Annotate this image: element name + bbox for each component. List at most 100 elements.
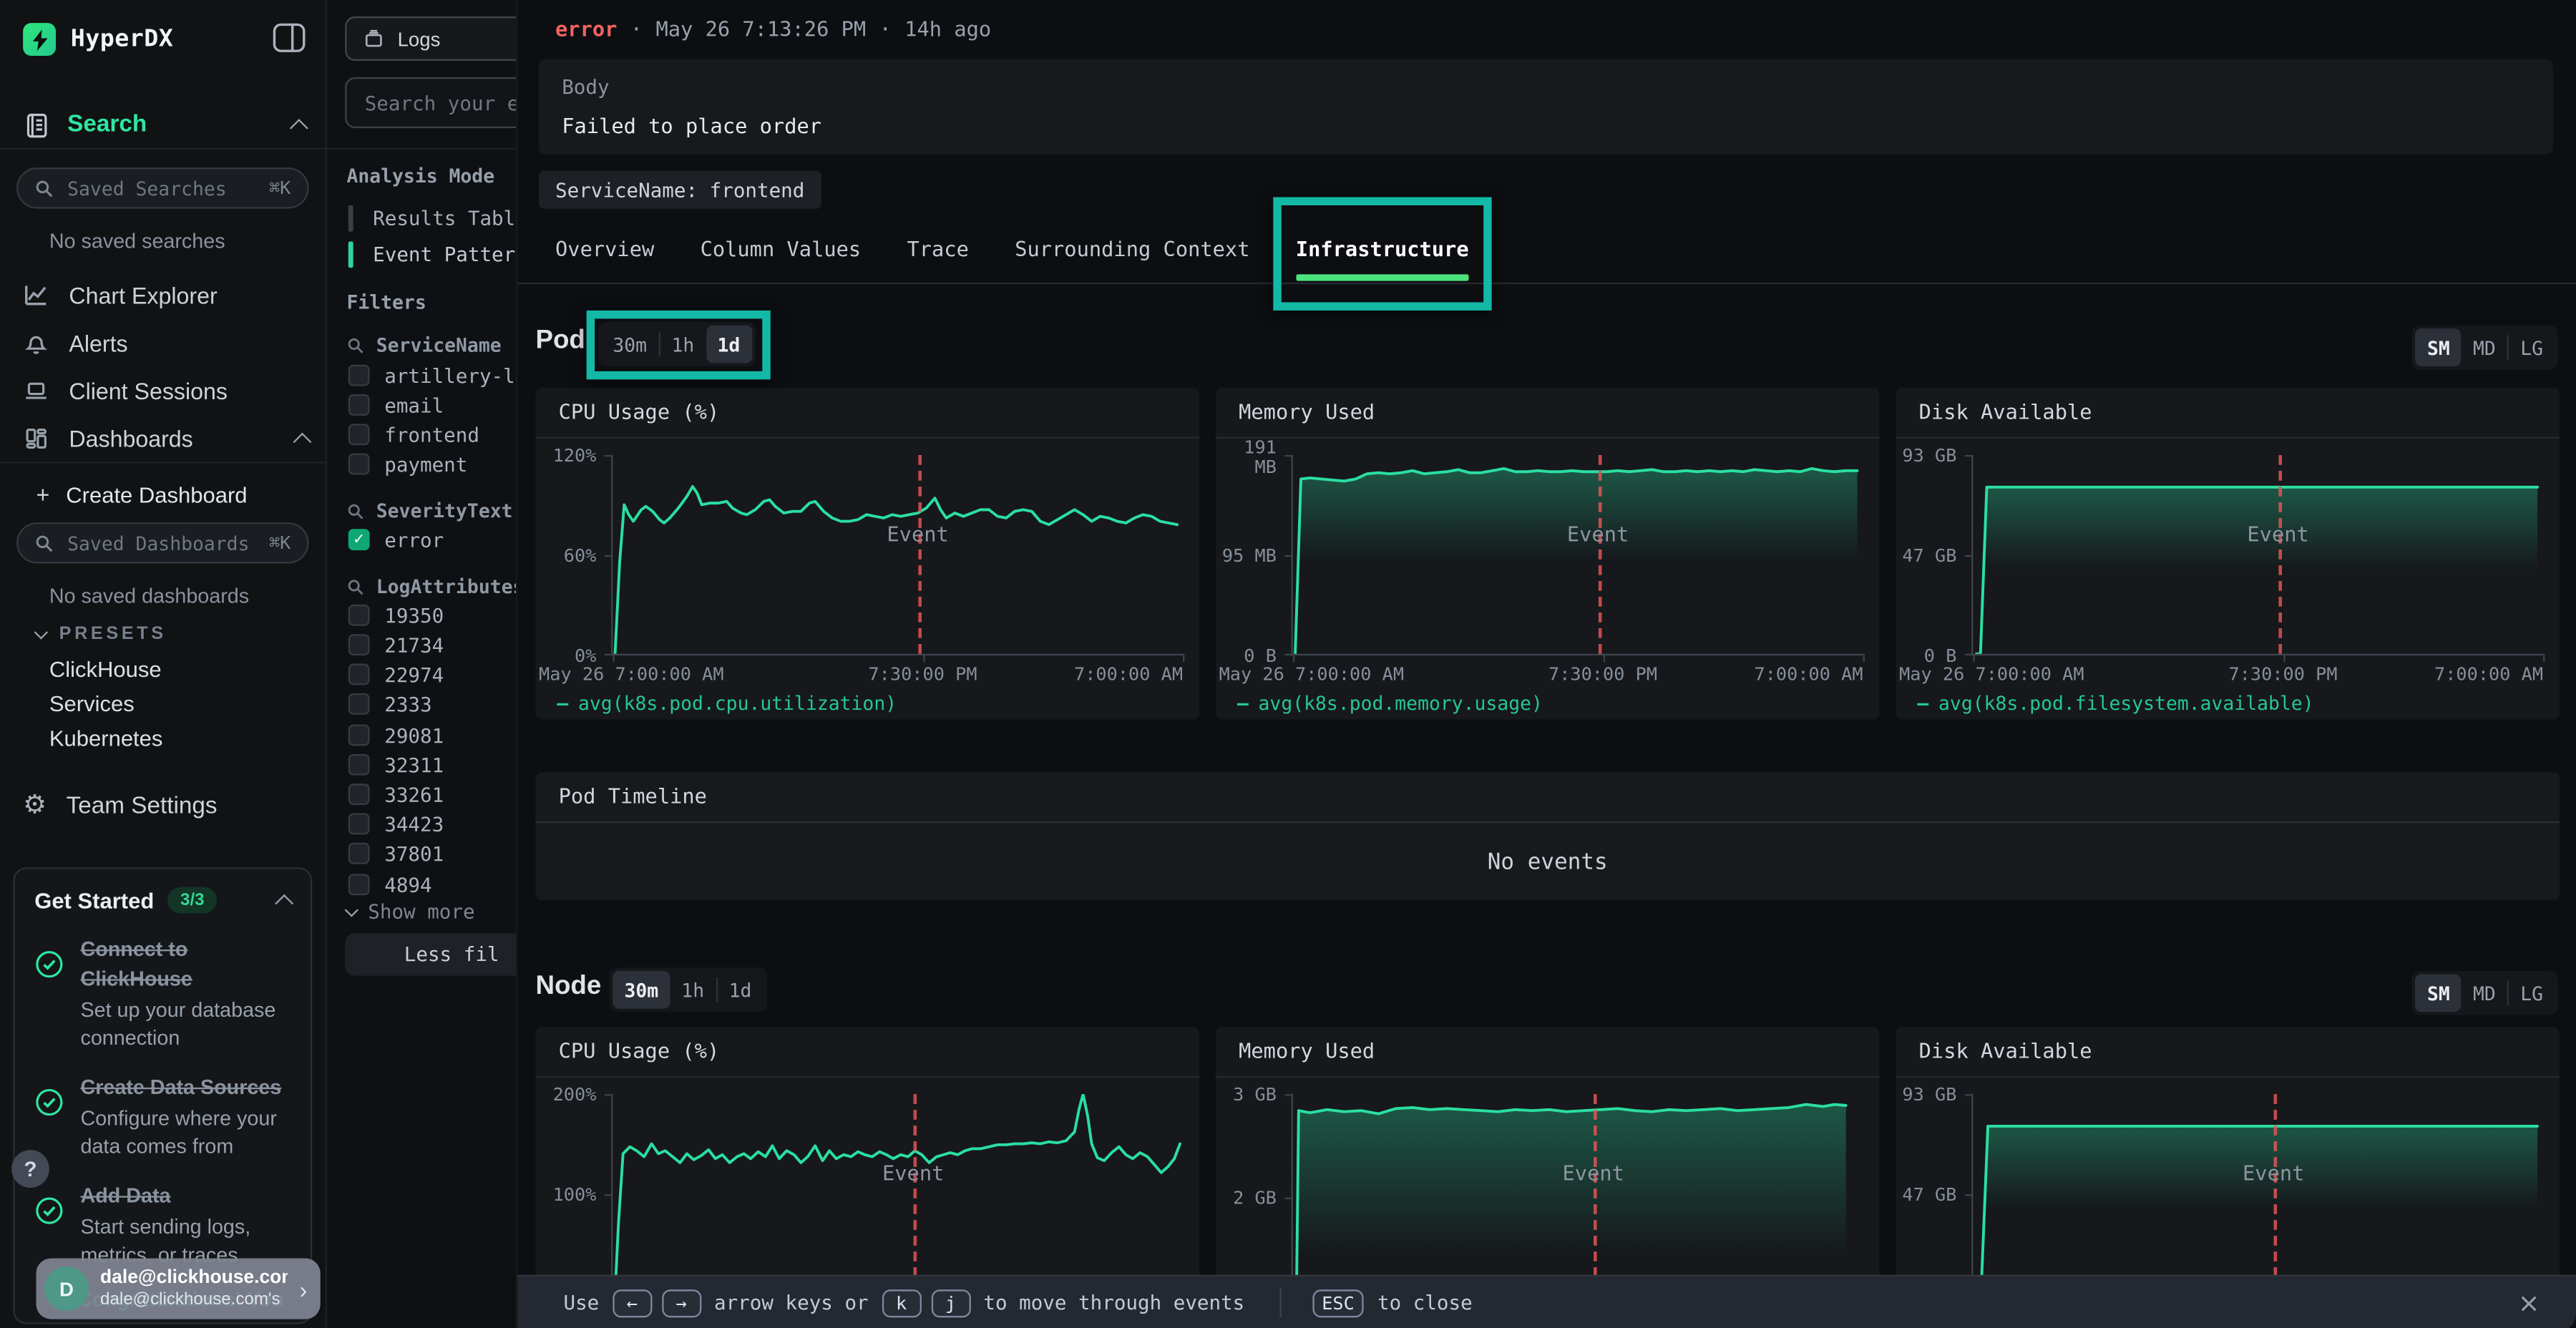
checkbox-checked[interactable]: ✓ [348, 529, 370, 550]
checkbox-unchecked[interactable] [348, 634, 370, 655]
pod-range-1h[interactable]: 1h [660, 326, 706, 363]
presets-label: PRESETS [59, 624, 167, 644]
chevron-up-icon[interactable] [293, 433, 311, 451]
chevron-up-icon[interactable] [290, 119, 308, 137]
sidebar-item-dashboards[interactable]: Dashboards [23, 419, 308, 458]
checkbox-unchecked[interactable] [348, 394, 370, 416]
tab-overview[interactable]: Overview [555, 215, 654, 283]
node-range-1d[interactable]: 1d [717, 971, 763, 1009]
node-size-md[interactable]: MD [2462, 974, 2507, 1012]
pod-size-md[interactable]: MD [2462, 328, 2507, 366]
checkbox-unchecked[interactable] [348, 813, 370, 834]
filter-option[interactable]: 34423 [348, 811, 444, 836]
show-more-toggle[interactable]: Show more [346, 899, 474, 925]
sidebar-item-search[interactable]: Search [23, 105, 306, 145]
chart-title: CPU Usage (%) [535, 1027, 1199, 1078]
filter-option[interactable]: 22974 [348, 662, 444, 686]
chart-plot: Event [611, 1094, 1183, 1294]
filter-option[interactable]: artillery-loa [348, 363, 539, 387]
get-started-step[interactable]: Add Data Start sending logs, metrics, or… [34, 1181, 291, 1269]
tab-trace[interactable]: Trace [907, 215, 968, 283]
user-account-chip[interactable]: D dale@clickhouse.com dale@clickhouse.co… [36, 1259, 321, 1319]
tab-infrastructure[interactable]: Infrastructure [1296, 215, 1469, 283]
filter-option-error[interactable]: ✓error [348, 527, 444, 552]
checkbox-unchecked[interactable] [348, 664, 370, 685]
checkbox-unchecked[interactable] [348, 783, 370, 805]
chart-plot: Event [611, 455, 1183, 655]
close-icon[interactable]: × [2518, 1287, 2540, 1319]
checkbox-unchecked[interactable] [348, 843, 370, 864]
sidebar-item-chart-explorer[interactable]: Chart Explorer [23, 276, 308, 316]
event-marker-line [918, 455, 922, 654]
filter-option[interactable]: 32311 [348, 753, 444, 777]
preset-label: Kubernetes [49, 726, 163, 750]
pod-range-30m[interactable]: 30m [601, 326, 658, 363]
pod-size-sm[interactable]: SM [2416, 328, 2462, 366]
checkbox-unchecked[interactable] [348, 454, 370, 475]
filter-option[interactable]: 37801 [348, 841, 444, 866]
pod-size-lg[interactable]: LG [2509, 328, 2555, 366]
mode-label: Event Patterns [373, 243, 539, 266]
get-started-step[interactable]: Connect to ClickHouse Set up your databa… [34, 934, 291, 1051]
saved-searches-input[interactable]: ⌘K [16, 167, 309, 208]
tab-surrounding-context[interactable]: Surrounding Context [1015, 215, 1249, 283]
app-logo[interactable]: HyperDX [23, 16, 308, 62]
step-title: Connect to ClickHouse [80, 938, 192, 990]
saved-dashboards-field[interactable] [64, 529, 260, 556]
logs-source-icon [363, 28, 384, 49]
filter-option[interactable]: 33261 [348, 782, 444, 806]
filter-option[interactable]: frontend [348, 422, 479, 446]
filter-option[interactable]: 21734 [348, 633, 444, 657]
sidebar-item-team-settings[interactable]: ⚙ Team Settings [23, 787, 308, 826]
laptop-icon [23, 378, 49, 404]
checkbox-unchecked[interactable] [348, 724, 370, 746]
filter-option[interactable]: 19350 [348, 603, 444, 628]
chart-title: Disk Available [1896, 1027, 2560, 1078]
event-marker-label: Event [1563, 1161, 1624, 1186]
preset-label: Services [49, 690, 135, 715]
saved-dashboards-input[interactable]: ⌘K [16, 522, 309, 563]
service-name-tag[interactable]: ServiceName: frontend [539, 171, 821, 209]
filter-option[interactable]: 2333 [348, 692, 432, 716]
chart-explorer-icon [23, 283, 49, 309]
chart-title: CPU Usage (%) [535, 388, 1199, 439]
filter-option[interactable]: 29081 [348, 723, 444, 747]
filter-option[interactable]: 4894 [348, 872, 432, 897]
divider [1279, 1289, 1281, 1318]
filter-option[interactable]: email [348, 393, 444, 417]
hyperdx-app: HyperDX Search ⌘K No saved searches Char… [0, 0, 2576, 1328]
shortcut-hint: ⌘K [269, 177, 291, 199]
checkbox-unchecked[interactable] [348, 605, 370, 626]
chevron-up-icon[interactable] [275, 894, 293, 913]
node-range-1h[interactable]: 1h [670, 971, 716, 1009]
collapse-sidebar-icon[interactable] [273, 23, 306, 52]
checkbox-unchecked[interactable] [348, 693, 370, 715]
sidebar-item-clickhouse[interactable]: ClickHouse [49, 652, 162, 685]
sidebar-item-services[interactable]: Services [49, 687, 135, 720]
sidebar-item-alerts[interactable]: Alerts [23, 323, 308, 363]
tab-column-values[interactable]: Column Values [701, 215, 862, 283]
search-page-icon [23, 111, 51, 139]
search-icon [34, 533, 54, 553]
sidebar-item-kubernetes[interactable]: Kubernetes [49, 721, 163, 754]
sidebar-item-client-sessions[interactable]: Client Sessions [23, 371, 308, 411]
node-range-30m[interactable]: 30m [613, 971, 670, 1009]
node-size-lg[interactable]: LG [2509, 974, 2555, 1012]
get-started-step[interactable]: Create Data Sources Configure where your… [34, 1073, 291, 1160]
mode-results-table[interactable]: Results Table [348, 204, 527, 233]
help-button[interactable]: ? [11, 1150, 49, 1188]
event-marker-line [1598, 455, 1601, 654]
filter-option[interactable]: payment [348, 451, 468, 476]
node-size-sm[interactable]: SM [2416, 974, 2462, 1012]
presets-toggle[interactable]: PRESETS [36, 620, 167, 649]
create-dashboard-button[interactable]: + Create Dashboard [36, 477, 248, 513]
saved-searches-field[interactable] [64, 175, 260, 202]
checkbox-unchecked[interactable] [348, 424, 370, 445]
checkbox-unchecked[interactable] [348, 365, 370, 386]
mode-label: Results Table [373, 207, 527, 230]
checkbox-unchecked[interactable] [348, 874, 370, 895]
create-dashboard-label: Create Dashboard [66, 482, 247, 507]
pod-range-1d[interactable]: 1d [706, 326, 751, 363]
checkbox-unchecked[interactable] [348, 754, 370, 776]
mode-event-patterns[interactable]: Event Patterns [348, 240, 540, 269]
